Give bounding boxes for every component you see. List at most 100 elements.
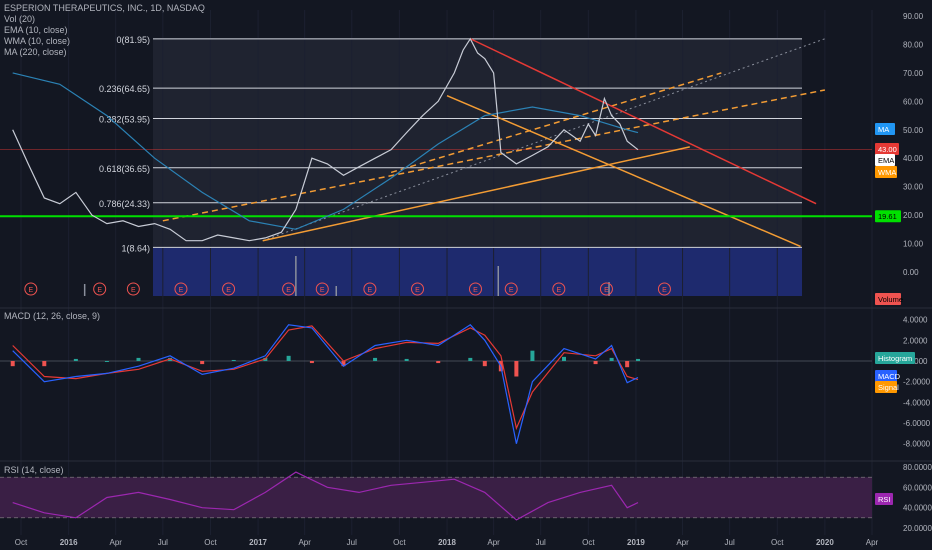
histogram-bar xyxy=(514,361,519,377)
x-tick-label: Oct xyxy=(15,538,28,547)
macd-badge-bg xyxy=(875,370,897,382)
histogram-bar xyxy=(373,357,378,361)
x-tick-label: 2018 xyxy=(438,538,456,547)
rsi-y-tick-label: 20.0000 xyxy=(903,524,932,533)
fib-retracement: 0(81.95) 0.236(64.65) 0.382(53.95) 0.618(36… xyxy=(0,35,872,253)
price-axis: 90.00 80.00 70.00 60.00 50.00 40.00 30.00 20.00… xyxy=(903,12,924,277)
histogram-bar xyxy=(200,361,205,365)
earnings-marker-label: E xyxy=(226,287,231,294)
histogram-bar xyxy=(341,361,346,367)
price-series xyxy=(12,37,639,242)
ma-badge-bg xyxy=(875,123,895,135)
earnings-marker xyxy=(468,282,482,296)
chart-title: ESPERION THERAPEUTICS, INC., 1D, NASDAQ xyxy=(4,3,205,13)
macd-badge: MACD xyxy=(875,370,901,382)
chart-legend: ESPERION THERAPEUTICS, INC., 1D, NASDAQ … xyxy=(4,3,205,58)
histogram-bar xyxy=(436,361,441,364)
macd-line xyxy=(12,324,639,444)
macd-y-tick-label: 0.0000 xyxy=(903,357,928,366)
earnings-marker-label: E xyxy=(179,287,184,294)
indicator-vol[interactable]: Vol (20) xyxy=(4,14,36,24)
y-tick-label: 30.00 xyxy=(903,183,924,192)
y-tick-label: 10.00 xyxy=(903,240,924,249)
histogram-bar xyxy=(636,358,641,361)
indicator-ema[interactable]: EMA (10, close) xyxy=(4,25,68,35)
x-tick-label: Jul xyxy=(158,538,168,547)
rsi-badge-bg xyxy=(875,493,893,505)
earnings-marker-label: E xyxy=(97,287,102,294)
signal-badge-text: Signal xyxy=(878,383,899,392)
rsi-y-tick-label: 60.0000 xyxy=(903,483,932,492)
x-tick-label: Oct xyxy=(204,538,217,547)
volume-badge: Volume xyxy=(875,293,903,305)
rsi-badge: RSI xyxy=(875,493,893,505)
histogram-bar xyxy=(10,361,15,367)
axis-badges: MA 43.00 EMA WMA 19.61 Volume Histogram MACD Sig… xyxy=(875,123,915,505)
y-tick-label: 70.00 xyxy=(903,69,924,78)
earnings-marker-label: E xyxy=(368,287,373,294)
earnings-marker xyxy=(504,282,518,296)
x-tick-label: Apr xyxy=(487,538,500,547)
rsi-line xyxy=(12,471,639,521)
histogram-bar xyxy=(593,361,598,365)
indicator-ma[interactable]: MA (220, close) xyxy=(4,47,67,57)
ema-badge: EMA xyxy=(875,154,895,166)
x-tick-label: Oct xyxy=(771,538,784,547)
price-line xyxy=(12,37,639,242)
trendline-dashed-upper xyxy=(390,72,722,174)
histogram-bar xyxy=(482,361,487,367)
histogram-bar xyxy=(309,361,314,364)
earnings-marker-label: E xyxy=(286,287,291,294)
trendlines xyxy=(0,38,872,248)
x-tick-label: Jul xyxy=(725,538,735,547)
histogram-bar xyxy=(468,357,473,361)
signal-badge-bg xyxy=(875,381,897,393)
histogram-bar xyxy=(609,357,614,361)
earnings-marker-label: E xyxy=(28,287,33,294)
y-tick-label: 20.00 xyxy=(903,211,924,220)
support-badge: 19.61 xyxy=(875,210,901,223)
volume-badge-text: Volume xyxy=(878,295,903,304)
earnings-marker xyxy=(24,282,38,296)
x-tick-label: 2019 xyxy=(627,538,645,547)
x-tick-label: 2017 xyxy=(249,538,267,547)
volume-area xyxy=(153,248,802,296)
price-badge-text: 43.00 xyxy=(878,145,897,154)
rsi-title[interactable]: RSI (14, close) xyxy=(4,465,64,475)
x-tick-label: Oct xyxy=(393,538,406,547)
histogram-badge-bg xyxy=(875,352,915,364)
signal-line xyxy=(12,325,639,431)
earnings-marker-label: E xyxy=(473,287,478,294)
wma-badge: WMA xyxy=(875,166,897,178)
fib-level-label: 0.618(36.65) xyxy=(99,164,150,174)
x-tick-label: Jul xyxy=(536,538,546,547)
support-badge-text: 19.61 xyxy=(878,212,897,221)
rsi-y-tick-label: 40.0000 xyxy=(903,504,932,513)
histogram-badge: Histogram xyxy=(875,352,915,364)
macd-y-tick-label: -2.0000 xyxy=(903,378,931,387)
macd-title[interactable]: MACD (12, 26, close, 9) xyxy=(4,311,101,321)
x-tick-label: 2016 xyxy=(60,538,78,547)
histogram-bar xyxy=(562,356,567,361)
volume-badge-bg xyxy=(875,293,901,305)
fib-level-label: 0.382(53.95) xyxy=(99,115,150,125)
earnings-marker-label: E xyxy=(556,287,561,294)
rsi-y-tick-label: 80.0000 xyxy=(903,463,932,472)
x-tick-label: Apr xyxy=(866,538,879,547)
indicator-wma[interactable]: WMA (10, close) xyxy=(4,36,71,46)
x-tick-label: 2020 xyxy=(816,538,834,547)
earnings-marker xyxy=(315,282,329,296)
fib-level-label: 0.786(24.33) xyxy=(99,199,150,209)
support-badge-bg xyxy=(875,210,901,223)
earnings-marker-label: E xyxy=(415,287,420,294)
fib-zone xyxy=(153,38,802,248)
ma-badge: MA xyxy=(875,123,895,135)
x-tick-label: Oct xyxy=(582,538,595,547)
ema-badge-text: EMA xyxy=(878,156,894,165)
x-tick-label: Apr xyxy=(298,538,311,547)
rsi-pane: 80.0000 60.0000 40.0000 20.0000 xyxy=(0,463,932,533)
price-badge-bg xyxy=(875,143,899,155)
earnings-marker xyxy=(126,282,140,296)
